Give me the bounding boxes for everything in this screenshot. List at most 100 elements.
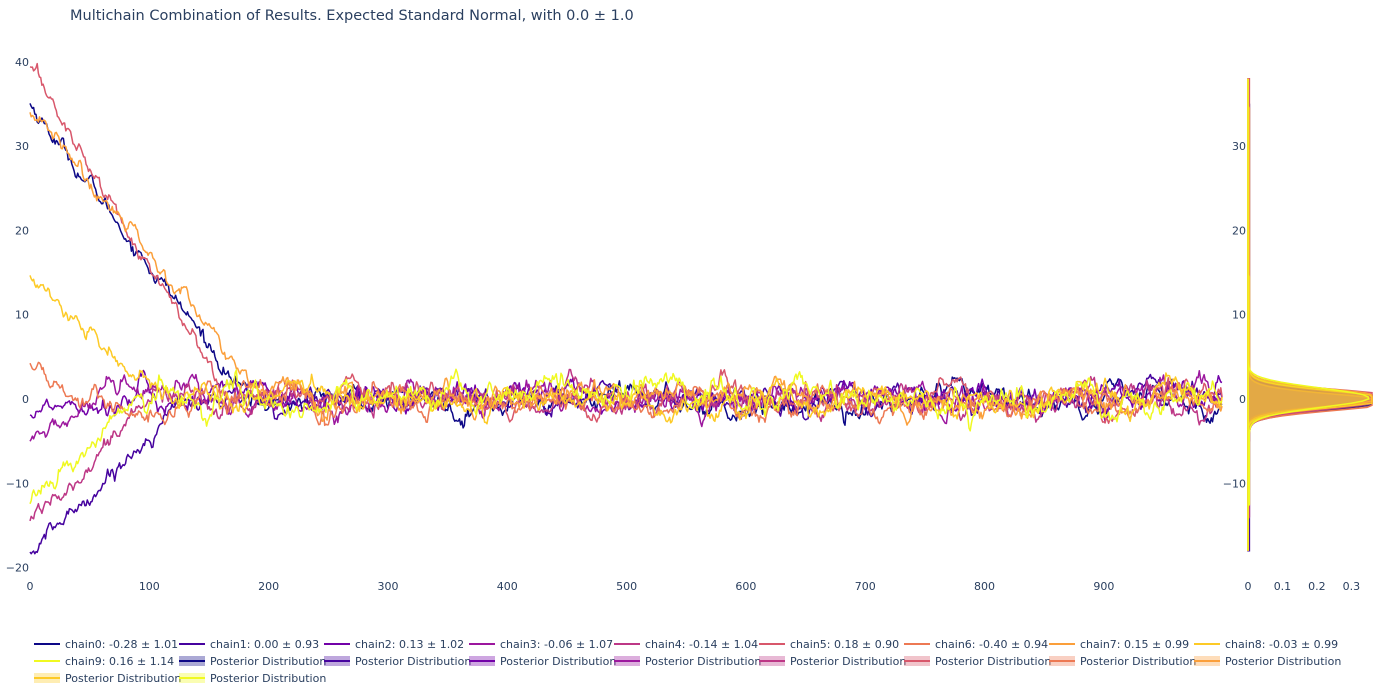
- legend-swatch: [904, 655, 930, 667]
- posterior-x-tick-label: 0.3: [1343, 580, 1361, 593]
- posterior-area-chain1: [1247, 78, 1373, 552]
- legend-label: Posterior Distribution: [645, 654, 762, 668]
- trace-line-chain8: [29, 275, 1223, 425]
- legend-item[interactable]: chain2: 0.13 ± 1.02: [324, 636, 464, 652]
- x-tick-label: 500: [616, 580, 637, 593]
- x-tick-label: 700: [855, 580, 876, 593]
- posterior-area-chain6: [1247, 78, 1373, 551]
- legend-swatch: [34, 672, 60, 684]
- posterior-area-chain8: [1247, 78, 1373, 551]
- legend-label: Posterior Distribution: [1080, 654, 1197, 668]
- trace-line-chain7: [29, 112, 1223, 426]
- trace-plot: [29, 62, 1223, 555]
- posterior-y-tick-label: 30: [1232, 140, 1246, 153]
- legend-swatch: [1049, 655, 1075, 667]
- legend-item[interactable]: Posterior Distribution: [904, 653, 1051, 669]
- legend-item[interactable]: Posterior Distribution: [34, 670, 181, 686]
- legend-swatch: [179, 672, 205, 684]
- posterior-y-tick-label: −10: [1223, 477, 1246, 490]
- legend-item[interactable]: chain1: 0.00 ± 0.93: [179, 636, 319, 652]
- legend-item[interactable]: chain9: 0.16 ± 1.14: [34, 653, 174, 669]
- y-tick-label: 40: [15, 56, 29, 69]
- posterior-x-axis: 0 0.1 0.2 0.3: [1245, 580, 1361, 593]
- legend-swatch: [1194, 638, 1220, 650]
- legend-item[interactable]: chain7: 0.15 ± 0.99: [1049, 636, 1189, 652]
- posterior-area-chain4: [1247, 78, 1373, 551]
- legend-label: chain3: -0.06 ± 1.07: [500, 637, 614, 651]
- y-tick-label: 30: [15, 140, 29, 153]
- legend-swatch: [469, 655, 495, 667]
- posterior-plot: [1247, 77, 1373, 552]
- legend-swatch: [759, 655, 785, 667]
- trace-line-chain0: [29, 103, 1223, 429]
- posterior-x-tick-label: 0.2: [1308, 580, 1326, 593]
- legend-label: Posterior Distribution: [935, 654, 1052, 668]
- legend-swatch: [34, 638, 60, 650]
- legend-label: Posterior Distribution: [790, 654, 907, 668]
- legend-swatch: [324, 638, 350, 650]
- x-tick-label: 800: [974, 580, 995, 593]
- y-tick-label: −20: [6, 562, 29, 575]
- legend-item[interactable]: Posterior Distribution: [759, 653, 906, 669]
- y-tick-label: −10: [6, 477, 29, 490]
- legend-item[interactable]: chain0: -0.28 ± 1.01: [34, 636, 178, 652]
- legend-label: chain6: -0.40 ± 0.94: [935, 637, 1049, 651]
- legend-swatch: [1194, 655, 1220, 667]
- chart-title: Multichain Combination of Results. Expec…: [70, 8, 634, 24]
- legend-label: Posterior Distribution: [210, 654, 327, 668]
- legend-item[interactable]: Posterior Distribution: [469, 653, 616, 669]
- legend-swatch: [469, 638, 495, 650]
- y-tick-label: 20: [15, 224, 29, 237]
- trace-line-chain6: [29, 361, 1223, 427]
- legend-item[interactable]: chain4: -0.14 ± 1.04: [614, 636, 758, 652]
- posterior-x-tick-label: 0.1: [1274, 580, 1292, 593]
- posterior-area-chain9: [1247, 78, 1370, 551]
- legend-item[interactable]: Posterior Distribution: [179, 670, 326, 686]
- legend-item[interactable]: chain8: -0.03 ± 0.99: [1194, 636, 1338, 652]
- legend-label: chain0: -0.28 ± 1.01: [65, 637, 179, 651]
- x-tick-label: 0: [27, 580, 34, 593]
- legend-item[interactable]: Posterior Distribution: [1194, 653, 1341, 669]
- legend-label: chain9: 0.16 ± 1.14: [65, 654, 175, 668]
- posterior-area-chain3: [1247, 78, 1373, 551]
- trace-line-chain9: [29, 368, 1223, 505]
- posterior-y-tick-label: 0: [1239, 393, 1246, 406]
- legend-label: Posterior Distribution: [500, 654, 617, 668]
- x-tick-label: 600: [735, 580, 756, 593]
- posterior-y-tick-label: 20: [1232, 224, 1246, 237]
- legend-label: chain4: -0.14 ± 1.04: [645, 637, 759, 651]
- x-tick-label: 200: [258, 580, 279, 593]
- legend-label: Posterior Distribution: [65, 671, 182, 685]
- legend-swatch: [179, 638, 205, 650]
- legend-label: Posterior Distribution: [355, 654, 472, 668]
- y-tick-label: 10: [15, 309, 29, 322]
- posterior-y-axis: −10 0 10 20 30: [1223, 140, 1246, 490]
- x-tick-label: 300: [377, 580, 398, 593]
- legend-swatch: [324, 655, 350, 667]
- x-tick-label: 900: [1093, 580, 1114, 593]
- legend-swatch: [614, 638, 640, 650]
- legend-item[interactable]: Posterior Distribution: [1049, 653, 1196, 669]
- legend-label: Posterior Distribution: [210, 671, 327, 685]
- posterior-area-chain5: [1247, 77, 1373, 551]
- legend-swatch: [179, 655, 205, 667]
- chart-canvas: 0 100 200 300 400 500 600 700 800 900 −20−1001020…: [6, 56, 1373, 593]
- legend-swatch: [759, 638, 785, 650]
- legend-item[interactable]: chain5: 0.18 ± 0.90: [759, 636, 899, 652]
- trace-x-axis: 0 100 200 300 400 500 600 700 800 900: [27, 580, 1115, 593]
- legend-item[interactable]: Posterior Distribution: [614, 653, 761, 669]
- posterior-area-chain0: [1247, 78, 1373, 551]
- posterior-area-chain2: [1247, 78, 1373, 551]
- trace-line-chain5: [29, 62, 1223, 425]
- y-tick-label: 0: [22, 393, 29, 406]
- legend-label: chain5: 0.18 ± 0.90: [790, 637, 900, 651]
- legend-item[interactable]: chain3: -0.06 ± 1.07: [469, 636, 613, 652]
- legend-swatch: [1049, 638, 1075, 650]
- legend-item[interactable]: Posterior Distribution: [324, 653, 471, 669]
- legend-item[interactable]: chain6: -0.40 ± 0.94: [904, 636, 1048, 652]
- posterior-x-tick-label: 0: [1245, 580, 1252, 593]
- legend-swatch: [904, 638, 930, 650]
- posterior-y-tick-label: 10: [1232, 309, 1246, 322]
- legend-item[interactable]: Posterior Distribution: [179, 653, 326, 669]
- legend-label: Posterior Distribution: [1225, 654, 1342, 668]
